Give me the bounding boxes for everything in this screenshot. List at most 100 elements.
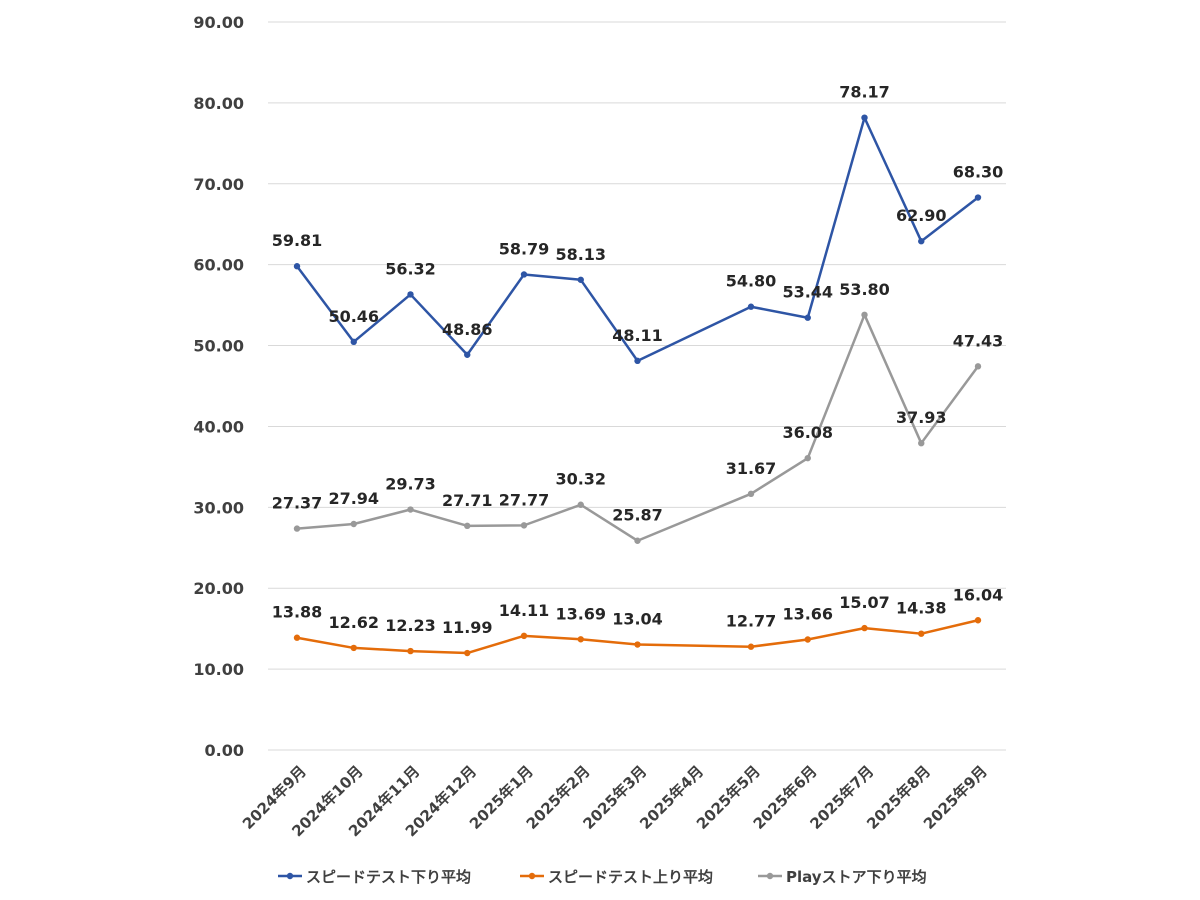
data-point (634, 641, 641, 648)
gridlines (268, 21, 1006, 751)
data-label: 58.79 (499, 239, 550, 258)
data-label: 30.32 (555, 470, 606, 489)
data-label: 47.43 (953, 331, 1004, 350)
legend-label: スピードテスト下り平均 (306, 868, 471, 886)
data-point (350, 338, 357, 346)
data-label: 27.77 (499, 490, 550, 509)
data-label: 12.77 (726, 612, 777, 631)
data-point (974, 194, 982, 201)
data-point (974, 617, 982, 624)
data-label: 12.62 (328, 613, 379, 632)
series-lines (293, 114, 982, 657)
data-label: 31.67 (726, 459, 777, 478)
data-point (520, 632, 528, 640)
x-axis-tick-labels: 2024年9月2024年10月2024年11月2024年12月2025年1月20… (239, 762, 991, 840)
data-point (918, 630, 925, 637)
data-point (747, 643, 755, 650)
data-label: 48.86 (442, 320, 493, 339)
y-tick-label: 40.00 (193, 417, 244, 436)
data-point (293, 634, 301, 641)
data-point (464, 522, 471, 530)
series-0 (293, 114, 982, 365)
data-point (464, 649, 471, 657)
y-tick-label: 70.00 (193, 175, 244, 194)
data-point (350, 520, 357, 528)
data-label: 78.17 (839, 83, 890, 102)
data-label: 13.69 (555, 604, 606, 623)
data-point (634, 537, 641, 544)
legend: スピードテスト下り平均 スピードテスト上り平均 Playストア下り平均 (278, 868, 927, 886)
legend-label: スピードテスト上り平均 (548, 868, 713, 886)
data-label: 56.32 (385, 259, 436, 278)
data-point (918, 439, 925, 447)
data-label: 15.07 (839, 593, 890, 612)
data-label: 16.04 (953, 585, 1004, 604)
data-point (747, 490, 755, 498)
data-labels: 59.81 50.46 56.32 48.86 58.79 58.13 48.11 54.80… (272, 83, 1004, 637)
legend-entry-2: Playストア下り平均 (758, 868, 927, 886)
legend-label: Playストア下り平均 (786, 868, 927, 886)
data-label: 27.94 (328, 489, 379, 508)
data-label: 13.88 (272, 603, 323, 622)
data-label: 29.73 (385, 475, 436, 494)
data-label: 13.66 (782, 605, 833, 624)
data-label: 14.38 (896, 599, 947, 618)
y-axis-tick-labels: 0.00 10.00 20.00 30.00 40.00 50.00 60.00 70.00 8… (193, 13, 244, 760)
data-label: 37.93 (896, 408, 947, 427)
data-point (407, 647, 414, 655)
data-label: 48.11 (612, 326, 663, 345)
data-label: 27.37 (272, 494, 323, 513)
data-label: 54.80 (726, 272, 777, 291)
data-label: 27.71 (442, 491, 493, 510)
data-point (804, 314, 811, 321)
data-point (407, 506, 414, 513)
legend-marker (766, 872, 774, 880)
y-tick-label: 90.00 (193, 13, 244, 32)
data-label: 68.30 (953, 163, 1004, 182)
y-tick-label: 20.00 (193, 579, 244, 598)
data-label: 11.99 (442, 618, 493, 637)
data-point (293, 263, 301, 270)
data-point (861, 114, 868, 121)
y-tick-label: 80.00 (193, 94, 244, 113)
y-tick-label: 0.00 (205, 741, 244, 760)
data-point (407, 291, 414, 298)
data-point (861, 624, 868, 632)
data-label: 36.08 (782, 423, 833, 442)
data-point (861, 311, 868, 319)
data-point (634, 357, 641, 365)
data-label: 53.80 (839, 280, 890, 299)
y-tick-label: 10.00 (193, 660, 244, 679)
data-point (520, 522, 528, 529)
data-label: 13.04 (612, 610, 663, 629)
data-label: 50.46 (328, 307, 379, 326)
legend-entry-1: スピードテスト上り平均 (520, 868, 713, 886)
data-point (577, 636, 584, 643)
data-label: 14.11 (499, 601, 550, 620)
legend-entry-0: スピードテスト下り平均 (278, 868, 471, 886)
data-point (804, 454, 811, 462)
data-point (464, 351, 471, 358)
data-label: 53.44 (782, 283, 833, 302)
data-point (520, 271, 528, 278)
data-point (804, 636, 811, 643)
series-line (296, 619, 979, 655)
data-label: 25.87 (612, 506, 663, 525)
data-point (577, 501, 584, 508)
legend-marker (286, 872, 294, 880)
series-2 (293, 311, 982, 544)
data-label: 12.23 (385, 616, 436, 635)
data-point (918, 238, 925, 245)
series-line (296, 116, 979, 363)
y-tick-label: 60.00 (193, 256, 244, 275)
data-point (747, 303, 755, 310)
data-point (350, 644, 357, 652)
y-tick-label: 30.00 (193, 498, 244, 517)
data-point (974, 363, 982, 370)
legend-marker (528, 872, 536, 880)
y-tick-label: 50.00 (193, 337, 244, 356)
data-point (293, 525, 301, 532)
series-1 (293, 617, 982, 657)
data-label: 62.90 (896, 206, 947, 225)
